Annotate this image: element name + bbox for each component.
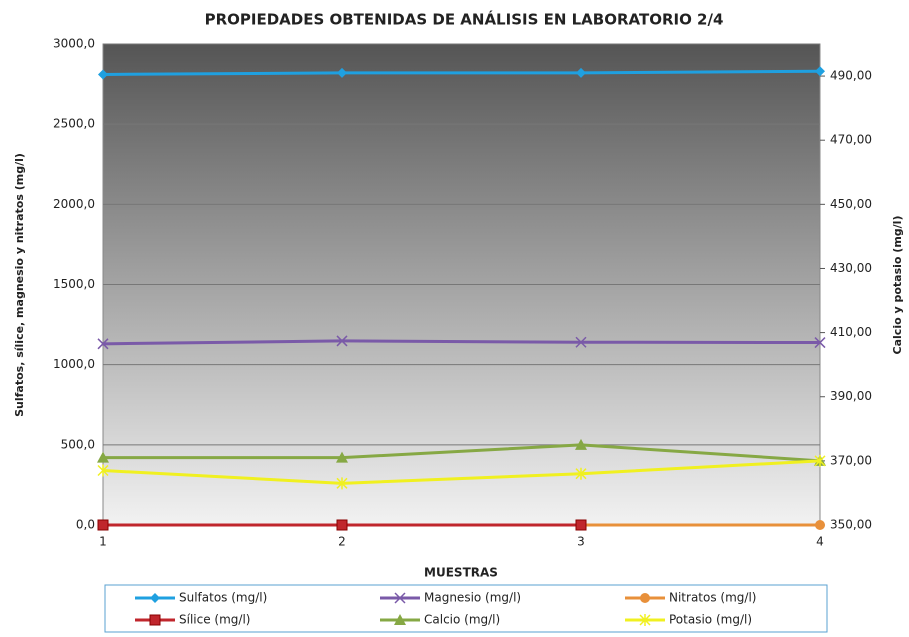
x-axis-title: MUESTRAS xyxy=(424,566,498,580)
marker xyxy=(576,67,586,78)
legend-label: Potasio (mg/l) xyxy=(669,613,752,627)
series-line xyxy=(102,459,821,485)
y2-tick-label: 350,00 xyxy=(830,518,872,532)
marker xyxy=(575,438,587,450)
x-tick-label: 3 xyxy=(577,535,585,549)
marker xyxy=(336,477,348,490)
y2-tick-label: 470,00 xyxy=(830,133,872,147)
marker xyxy=(394,592,406,604)
marker xyxy=(815,520,825,530)
legend xyxy=(104,584,828,633)
y-tick-label: 1500,0 xyxy=(53,277,95,291)
y-tick-label: 2000,0 xyxy=(53,197,95,211)
x-tick-label: 1 xyxy=(99,535,107,549)
marker xyxy=(575,336,587,348)
y2-tick-label: 390,00 xyxy=(830,389,872,403)
legend-label: Sulfatos (mg/l) xyxy=(179,591,267,605)
y2-axis-title: Calcio y potasio (mg/l) xyxy=(891,216,904,355)
y2-tick-label: 490,00 xyxy=(830,69,872,83)
marker xyxy=(639,614,651,626)
y2-tick-label: 410,00 xyxy=(830,325,872,339)
marker xyxy=(97,451,109,463)
y2-tick-label: 450,00 xyxy=(830,197,872,211)
x-tick-label: 2 xyxy=(338,535,346,549)
series-line xyxy=(102,339,821,346)
marker xyxy=(814,337,826,349)
marker xyxy=(394,614,406,625)
marker xyxy=(97,464,109,477)
legend-label: Magnesio (mg/l) xyxy=(424,591,521,605)
legend-label: Nitratos (mg/l) xyxy=(669,591,756,605)
series-line xyxy=(102,69,821,76)
y-tick-label: 2500,0 xyxy=(53,117,95,131)
y-axis-title: Sulfatos, sílice, magnesio y nitratos (m… xyxy=(13,153,26,417)
y-tick-label: 0,0 xyxy=(76,518,95,532)
y-tick-label: 1000,0 xyxy=(53,357,95,371)
marker xyxy=(814,454,826,467)
marker xyxy=(336,335,348,347)
marker xyxy=(149,614,161,626)
marker xyxy=(98,69,108,80)
legend-label: Calcio (mg/l) xyxy=(424,613,500,627)
marker xyxy=(815,66,825,77)
legend-label: Sílice (mg/l) xyxy=(179,613,250,627)
chart-title: PROPIEDADES OBTENIDAS DE ANÁLISIS EN LAB… xyxy=(205,10,724,29)
x-tick-label: 4 xyxy=(816,535,824,549)
y2-tick-label: 430,00 xyxy=(830,261,872,275)
marker xyxy=(97,519,109,531)
y-tick-label: 500,0 xyxy=(61,437,95,451)
marker xyxy=(640,593,650,603)
marker xyxy=(575,467,587,480)
y2-tick-label: 370,00 xyxy=(830,453,872,467)
marker xyxy=(97,338,109,350)
marker xyxy=(150,593,160,603)
marker xyxy=(336,451,348,463)
y-tick-label: 3000,0 xyxy=(53,37,95,51)
marker xyxy=(575,519,587,531)
series-line xyxy=(103,443,821,463)
marker xyxy=(337,67,347,78)
marker xyxy=(336,519,348,531)
